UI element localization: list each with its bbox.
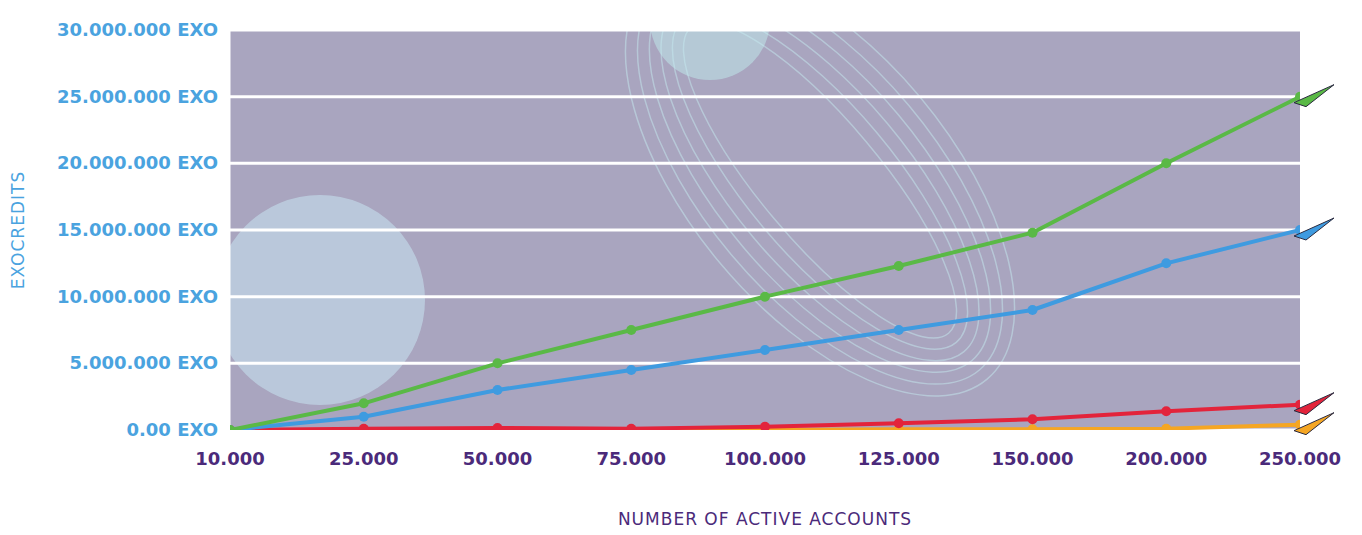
series-marker [1028,414,1038,424]
series-marker [1028,424,1038,430]
x-tick-label: 125.000 [858,448,940,469]
ship-icon [1294,413,1334,435]
series-marker [359,412,369,422]
y-tick-label: 20.000.000 EXO [57,152,218,173]
grid-line [230,162,1300,165]
series-marker [1028,305,1038,315]
y-tick-label: 25.000.000 EXO [57,86,218,107]
chart: 0.00 EXO 5.000.000 EXO 10.000.000 EXO 15.00… [0,0,1362,535]
data-layer [230,92,1300,430]
series-marker [626,365,636,375]
series-line [230,230,1300,430]
y-tick-label: 10.000.000 EXO [57,286,218,307]
series-marker [1161,424,1171,430]
y-axis-line [230,30,231,430]
grid-line [230,229,1300,232]
series-line [230,97,1300,430]
y-tick-label: 0.00 EXO [126,419,218,440]
series-marker [626,325,636,335]
x-tick-label: 150.000 [992,448,1074,469]
series-marker [493,423,503,430]
grid-line [230,362,1300,365]
x-tick-label: 10.000 [195,448,264,469]
x-tick-label: 200.000 [1125,448,1207,469]
grid-line [230,29,1300,32]
x-tick-label: 75.000 [597,448,666,469]
series-marker [230,425,235,430]
series-marker [1161,406,1171,416]
series-marker [230,425,235,430]
series-marker [230,425,235,430]
series-marker [894,325,904,335]
series-marker [1161,258,1171,268]
x-tick-label: 50.000 [463,448,532,469]
series-marker [626,424,636,430]
orbit [627,30,1013,390]
series-marker [894,418,904,428]
orbit [609,30,1032,408]
series-marker [1028,228,1038,238]
ship-icon [1294,85,1334,107]
y-tick-label: 5.000.000 EXO [70,352,218,373]
series-marker [493,385,503,395]
x-tick-label: 100.000 [724,448,806,469]
y-tick-label: 30.000.000 EXO [57,19,218,40]
series-marker [359,424,369,430]
y-axis-title: EXOCREDITS [8,171,28,289]
x-tick-label: 25.000 [329,448,398,469]
x-tick-label: 250.000 [1259,448,1341,469]
grid-line [230,95,1300,98]
series-marker [760,345,770,355]
ship-icon [1294,218,1334,240]
series-marker [894,261,904,271]
ship-icon [1294,393,1334,415]
series-marker [1161,158,1171,168]
series-marker [230,425,235,430]
series-marker [493,358,503,368]
planet [230,195,425,405]
series-marker [760,292,770,302]
series-marker [760,422,770,430]
series-marker [359,398,369,408]
x-axis-title: NUMBER OF ACTIVE ACCOUNTS [618,509,912,529]
planet [650,30,770,80]
y-tick-label: 15.000.000 EXO [57,219,218,240]
